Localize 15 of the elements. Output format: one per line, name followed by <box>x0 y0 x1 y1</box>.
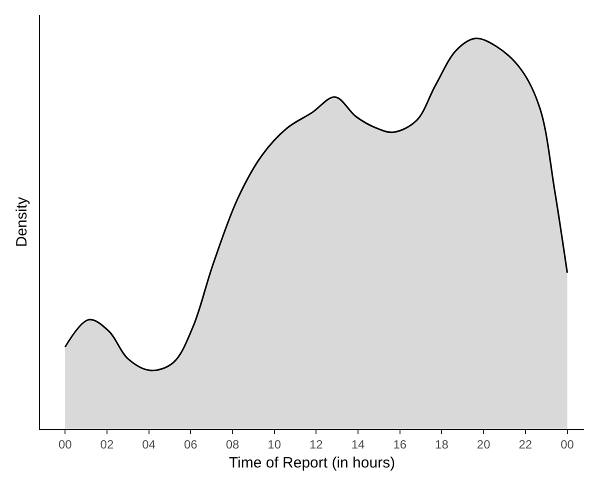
x-tick-label: 00 <box>58 437 72 452</box>
x-tick-label: 08 <box>226 437 240 452</box>
x-tick-label: 14 <box>351 437 366 452</box>
x-tick-label: 16 <box>393 437 407 452</box>
x-tick-label: 12 <box>310 437 324 452</box>
x-tick-label: 06 <box>184 437 198 452</box>
x-tick-label: 20 <box>476 437 491 452</box>
x-tick-label: 04 <box>142 437 156 452</box>
x-axis-title: Time of Report (in hours) <box>228 454 396 472</box>
x-tick-label: 02 <box>100 437 114 452</box>
y-axis-title: Density <box>13 196 30 248</box>
x-tick-label: 10 <box>268 437 282 452</box>
x-tick-label: 22 <box>518 437 532 452</box>
x-tick-label: 00 <box>560 437 574 452</box>
x-tick-label: 18 <box>435 437 449 452</box>
